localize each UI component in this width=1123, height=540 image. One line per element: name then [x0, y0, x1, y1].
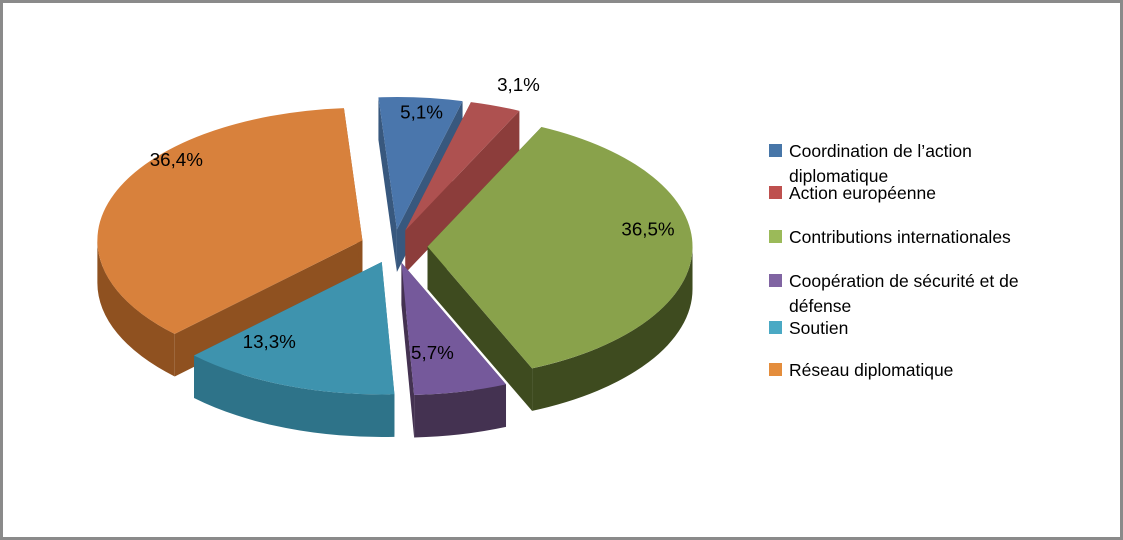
slice-label: 36,4%	[150, 149, 204, 170]
legend-label: Coopération de sécurité et de défense	[789, 271, 1019, 316]
legend-item[interactable]: Coordination de l’action diplomatique	[769, 139, 972, 189]
legend-label: Soutien	[789, 318, 849, 338]
legend-label: Coordination de l’action diplomatique	[789, 141, 972, 186]
legend-label: Contributions internationales	[789, 227, 1011, 247]
pie-slice-rim[interactable]	[532, 246, 693, 411]
legend-item[interactable]: Réseau diplomatique	[769, 358, 953, 383]
legend-item[interactable]: Soutien	[769, 316, 848, 341]
pie-slice-rim[interactable]	[194, 355, 395, 437]
slice-label: 36,5%	[621, 218, 675, 239]
pie-slice[interactable]	[427, 126, 693, 369]
slice-label: 5,1%	[400, 102, 443, 123]
legend-swatch	[769, 186, 782, 199]
slice-label: 5,7%	[411, 342, 454, 363]
legend-item[interactable]: Coopération de sécurité et de défense	[769, 269, 1019, 319]
legend-swatch	[769, 363, 782, 376]
pie-slice[interactable]	[405, 102, 520, 231]
legend-item[interactable]: Action européenne	[769, 181, 936, 206]
legend-item[interactable]: Contributions internationales	[769, 225, 1011, 250]
legend-swatch	[769, 144, 782, 157]
legend-swatch	[769, 274, 782, 287]
pie-slice-wall[interactable]	[427, 246, 533, 411]
legend-swatch	[769, 321, 782, 334]
pie-chart: 5,1% 3,1% 36,5% 5,7% 13,3% 36,4%	[97, 74, 693, 438]
pie-slice-wall[interactable]	[405, 110, 520, 273]
legend-label: Action européenne	[789, 183, 936, 203]
pie-slice[interactable]	[378, 97, 463, 230]
pie-slice-wall[interactable]	[401, 262, 415, 438]
pie-slice[interactable]	[194, 261, 395, 395]
slice-label: 3,1%	[497, 74, 540, 95]
pie-slice-rim[interactable]	[97, 240, 175, 377]
pie-slice[interactable]	[401, 262, 507, 396]
pie-slice[interactable]	[97, 108, 363, 334]
legend-label: Réseau diplomatique	[789, 360, 954, 380]
legend-swatch	[769, 230, 782, 243]
slice-label: 13,3%	[243, 331, 297, 352]
pie-slice-rim[interactable]	[414, 384, 507, 438]
chart-legend: Coordination de l’action diplomatique Act…	[3, 3, 1120, 537]
pie-slice-wall[interactable]	[378, 97, 397, 273]
